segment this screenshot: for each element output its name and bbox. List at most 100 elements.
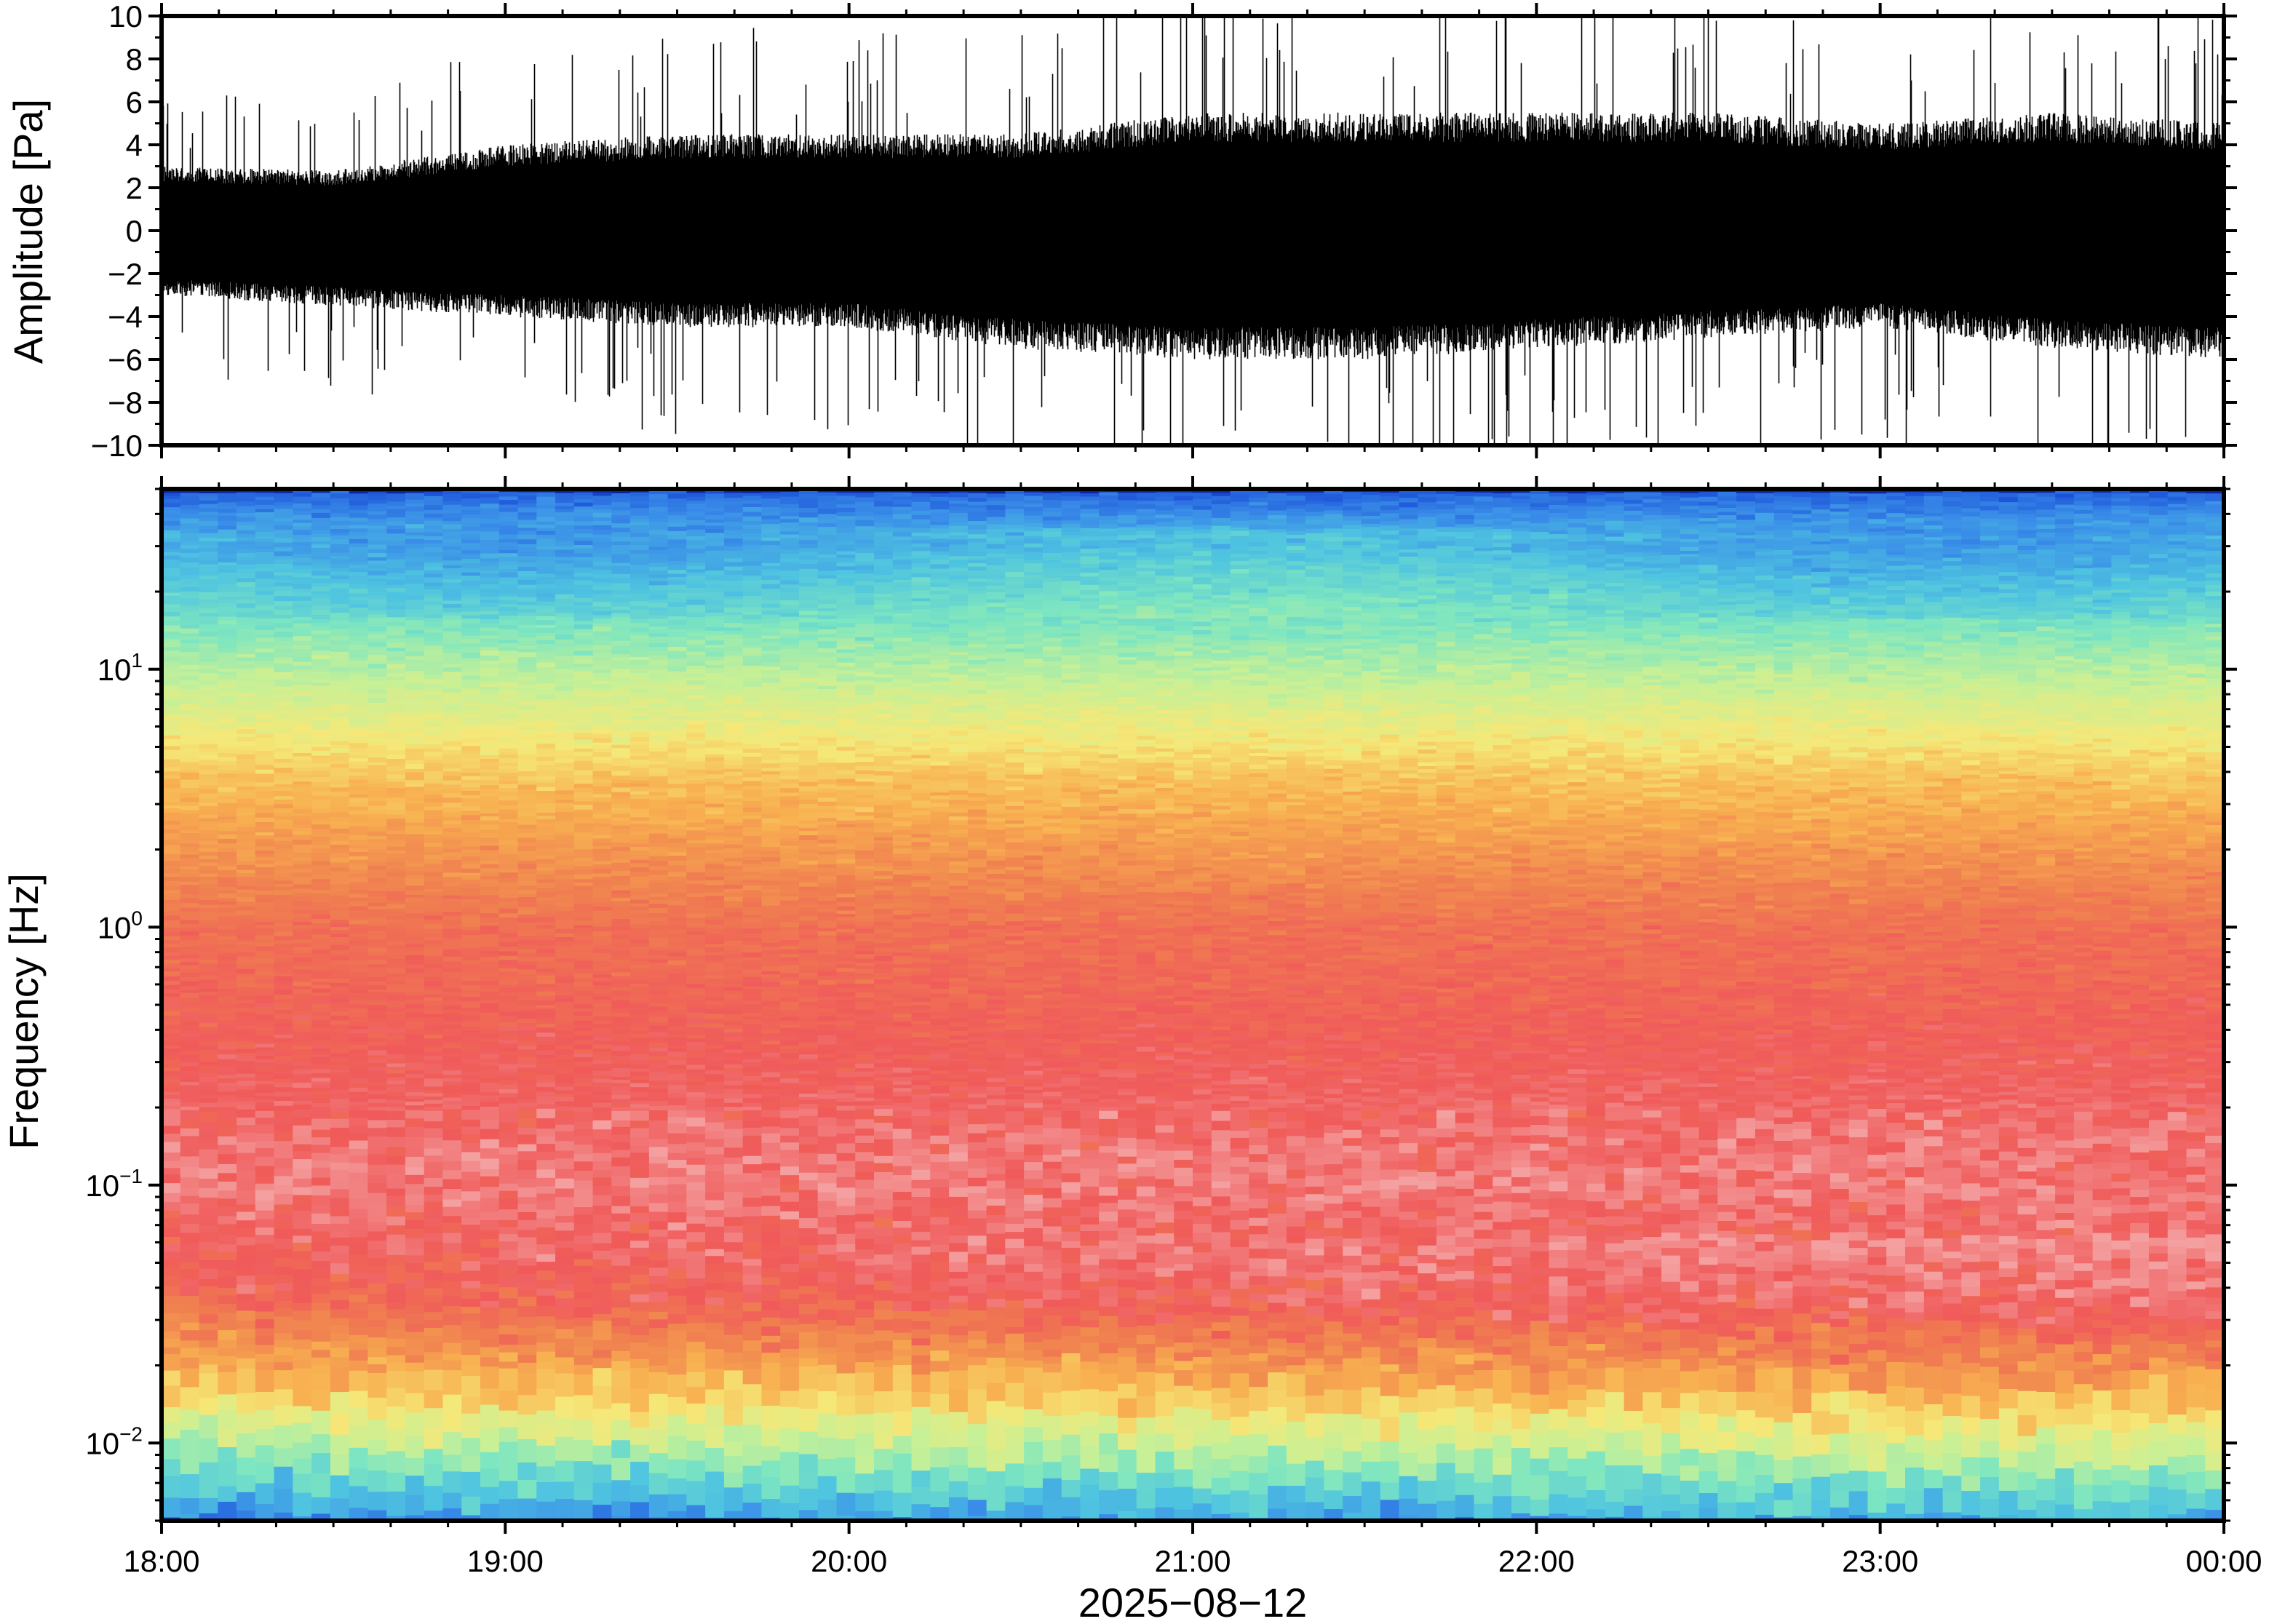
spectrogram-cell bbox=[274, 744, 294, 749]
spectrogram-cell bbox=[274, 694, 294, 699]
spectrogram-cell bbox=[498, 834, 519, 838]
spectrogram-cell bbox=[517, 1479, 538, 1500]
spectrogram-cell bbox=[498, 1427, 519, 1443]
spectrogram-cell bbox=[611, 1110, 631, 1121]
spectrogram-cell bbox=[498, 889, 519, 894]
spectrogram-cell bbox=[386, 846, 406, 851]
spectrogram-cell bbox=[162, 877, 181, 882]
spectrogram-cell bbox=[386, 506, 406, 510]
spectrogram-cell bbox=[536, 922, 556, 926]
spectrogram-cell bbox=[480, 713, 500, 717]
spectrogram-cell bbox=[293, 1117, 312, 1126]
spectrogram-cell bbox=[592, 618, 613, 624]
spectrogram-cell bbox=[555, 794, 575, 800]
spectrogram-cell bbox=[498, 675, 519, 680]
spectrogram-cell bbox=[255, 1088, 275, 1094]
spectrogram-cell bbox=[480, 913, 500, 919]
spectrogram-cell bbox=[293, 835, 312, 841]
spectrogram-cell bbox=[274, 1056, 294, 1062]
spectrogram-cell bbox=[237, 754, 256, 760]
spectrogram-cell bbox=[293, 1220, 312, 1230]
spectrogram-cell bbox=[442, 820, 463, 825]
spectrogram-cell bbox=[218, 1024, 237, 1030]
spectrogram-cell bbox=[611, 918, 631, 924]
spectrogram-cell bbox=[330, 707, 350, 712]
spectrogram-cell bbox=[367, 1005, 387, 1009]
spectrogram-cell bbox=[255, 1147, 275, 1158]
spectrogram-cell bbox=[424, 1082, 444, 1088]
spectrogram-cell bbox=[180, 628, 200, 634]
spectrogram-cell bbox=[293, 764, 312, 769]
spectrogram-cell bbox=[162, 715, 181, 720]
spectrogram-cell bbox=[218, 727, 237, 731]
spectrogram-cell bbox=[424, 695, 444, 699]
spectrogram-cell bbox=[367, 1082, 387, 1087]
spectrogram-cell bbox=[255, 887, 275, 891]
spectrogram-cell bbox=[480, 1095, 500, 1099]
spectrogram-cell bbox=[442, 928, 463, 934]
spectrogram-cell bbox=[592, 529, 613, 536]
spectrogram-cell bbox=[162, 1364, 181, 1372]
spectrogram-cell bbox=[237, 608, 256, 613]
spectrogram-cell bbox=[386, 891, 406, 897]
spectrogram-cell bbox=[461, 960, 481, 966]
spectrogram-cell bbox=[218, 639, 237, 643]
spectrogram-cell bbox=[611, 766, 631, 772]
spectrogram-cell bbox=[237, 1117, 256, 1126]
spectrogram-cell bbox=[293, 1159, 312, 1170]
spectrogram-cell bbox=[555, 914, 575, 920]
spectrogram-cell bbox=[218, 873, 237, 878]
spectrogram-cell bbox=[480, 1083, 500, 1088]
spectrogram-cell bbox=[555, 525, 575, 530]
spectrogram-cell bbox=[199, 1065, 219, 1071]
spectrogram-cell bbox=[180, 940, 200, 944]
spectrogram-cell bbox=[536, 517, 556, 522]
spectrogram-cell bbox=[274, 877, 294, 882]
spectrogram-cell bbox=[386, 1019, 406, 1023]
spectrogram-cell bbox=[442, 992, 463, 997]
spectrogram-cell bbox=[611, 656, 631, 661]
spectrogram-cell bbox=[330, 576, 350, 580]
spectrogram-cell bbox=[461, 498, 481, 503]
spectrogram-cell bbox=[311, 1365, 331, 1374]
spectrogram-cell bbox=[424, 986, 444, 992]
spectrogram-cell bbox=[424, 1486, 444, 1511]
spectrogram-cell bbox=[274, 899, 294, 904]
spectrogram-cell bbox=[592, 615, 613, 620]
spectrogram-cell bbox=[349, 728, 369, 733]
spectrogram-cell bbox=[461, 798, 481, 803]
spectrogram-cell bbox=[573, 784, 594, 789]
spectrogram-cell bbox=[180, 538, 200, 542]
spectrogram-cell bbox=[237, 705, 256, 711]
spectrogram-cell bbox=[405, 834, 425, 840]
spectrogram-cell bbox=[611, 1046, 631, 1051]
spectrogram-cell bbox=[199, 640, 219, 645]
spectrogram-cell bbox=[293, 712, 312, 717]
spectrogram-cell bbox=[199, 998, 219, 1005]
spectrogram-cell bbox=[592, 546, 613, 550]
spectrogram-cell bbox=[330, 493, 350, 499]
spectrogram-cell bbox=[536, 949, 556, 954]
spectrogram-cell bbox=[255, 1093, 275, 1097]
spectrogram-cell bbox=[592, 941, 613, 946]
spectrogram-cell bbox=[162, 510, 181, 515]
spectrogram-cell bbox=[424, 718, 444, 724]
spectrogram-cell bbox=[405, 1062, 425, 1067]
spectrogram-cell bbox=[442, 776, 463, 781]
spectrogram-cell bbox=[199, 963, 219, 968]
spectrogram-cell bbox=[218, 720, 237, 725]
spectrogram-cell bbox=[349, 1075, 369, 1080]
spectrogram-cell bbox=[480, 724, 500, 731]
spectrogram-cell bbox=[162, 1286, 181, 1297]
spectrogram-cell bbox=[237, 960, 256, 966]
spectrogram-cell bbox=[255, 1264, 275, 1275]
spectrogram-cell bbox=[199, 1497, 219, 1514]
spectrogram-cell bbox=[405, 1272, 425, 1280]
spectrogram-cell bbox=[405, 1205, 425, 1214]
spectrogram-cell bbox=[480, 744, 500, 749]
spectrogram-cell bbox=[442, 1036, 463, 1041]
spectrogram-cell bbox=[611, 1094, 631, 1100]
spectrogram-cell bbox=[237, 873, 256, 877]
spectrogram-cell bbox=[237, 1101, 256, 1106]
spectrogram-cell bbox=[162, 1237, 181, 1245]
